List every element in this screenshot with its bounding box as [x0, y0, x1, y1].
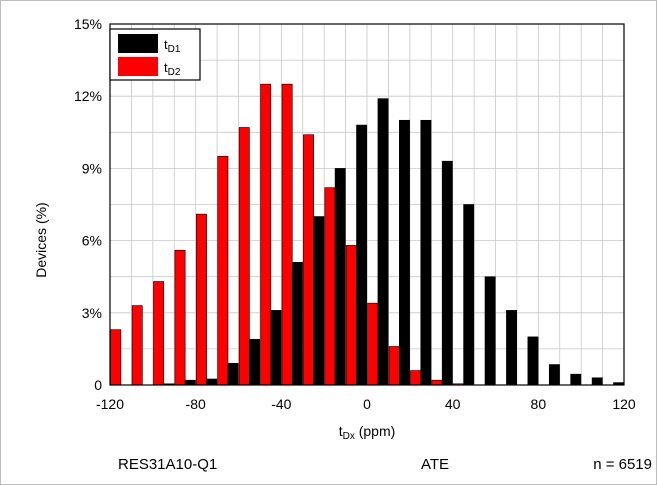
bar-td1	[291, 261, 303, 386]
footer-sample-count: n = 6519	[593, 456, 652, 473]
bar-td2	[217, 156, 229, 386]
x-tick-label: -120	[96, 396, 124, 412]
bar-td1	[527, 336, 539, 386]
bar-td2	[196, 213, 207, 386]
bar-td1	[249, 338, 261, 386]
bar-td1	[334, 168, 346, 386]
x-tick-label: 0	[363, 396, 371, 412]
bar-td1	[399, 119, 410, 386]
bar-td2	[303, 134, 314, 386]
bar-td2	[367, 302, 379, 386]
bar-td1	[206, 378, 218, 386]
bar-td1	[570, 373, 582, 386]
y-tick-label: 3%	[82, 305, 102, 321]
legend-label-td1: tD1	[164, 37, 181, 55]
x-axis-title-main: t	[339, 423, 343, 439]
y-tick-label: 12%	[74, 88, 102, 104]
bar-td1	[377, 98, 389, 386]
bar-td2	[131, 305, 143, 386]
x-tick-label: 80	[531, 396, 547, 412]
y-axis-title: Devices (%)	[33, 202, 49, 277]
bar-td2	[388, 346, 400, 386]
x-tick-label: -40	[271, 396, 291, 412]
bar-td2	[345, 245, 357, 386]
bar-td1	[184, 379, 196, 386]
x-tick-label: 40	[445, 396, 461, 412]
bars	[110, 83, 625, 386]
bar-td2	[110, 329, 122, 386]
bar-td1	[420, 119, 432, 386]
legend-swatch-td1	[118, 34, 158, 53]
bar-td2	[410, 370, 422, 386]
y-tick-label: 9%	[82, 160, 102, 176]
bar-td1	[356, 124, 368, 386]
bar-td2	[281, 83, 293, 386]
bar-td1	[270, 310, 282, 386]
x-tick-label: -80	[186, 396, 206, 412]
y-tick-labels: 0 3% 6% 9% 12% 15%	[74, 16, 102, 393]
x-tick-labels: -120 -80 -40 0 40 80 120	[96, 396, 636, 412]
bar-td2	[153, 281, 165, 386]
footer-part-number: RES31A10-Q1	[118, 456, 217, 473]
y-tick-label: 0	[94, 377, 102, 393]
bar-td1	[591, 377, 603, 386]
y-tick-label: 6%	[82, 233, 102, 249]
bar-td1	[463, 204, 475, 386]
bar-td1	[484, 276, 496, 386]
legend-label-td2: tD2	[164, 60, 181, 78]
bar-td1	[506, 310, 518, 386]
bar-td1	[441, 160, 453, 386]
legend-swatch-td2	[118, 57, 158, 76]
bar-td2	[174, 249, 186, 386]
plot-area-border	[109, 23, 625, 386]
bar-td1	[227, 363, 239, 386]
bar-td1	[548, 364, 560, 386]
x-axis-title: tDx (ppm)	[339, 423, 396, 442]
y-tick-label: 15%	[74, 16, 102, 32]
x-axis-title-unit: (ppm)	[355, 423, 395, 439]
bar-td2	[324, 187, 336, 386]
x-axis-title-sub: Dx	[343, 431, 355, 442]
bar-td2	[260, 83, 272, 386]
bar-td2	[238, 127, 250, 386]
bar-td1	[313, 216, 325, 386]
bar-td2	[431, 379, 443, 386]
legend: tD1 tD2	[109, 28, 201, 81]
footer-method: ATE	[421, 456, 449, 473]
x-tick-label: 120	[612, 396, 636, 412]
